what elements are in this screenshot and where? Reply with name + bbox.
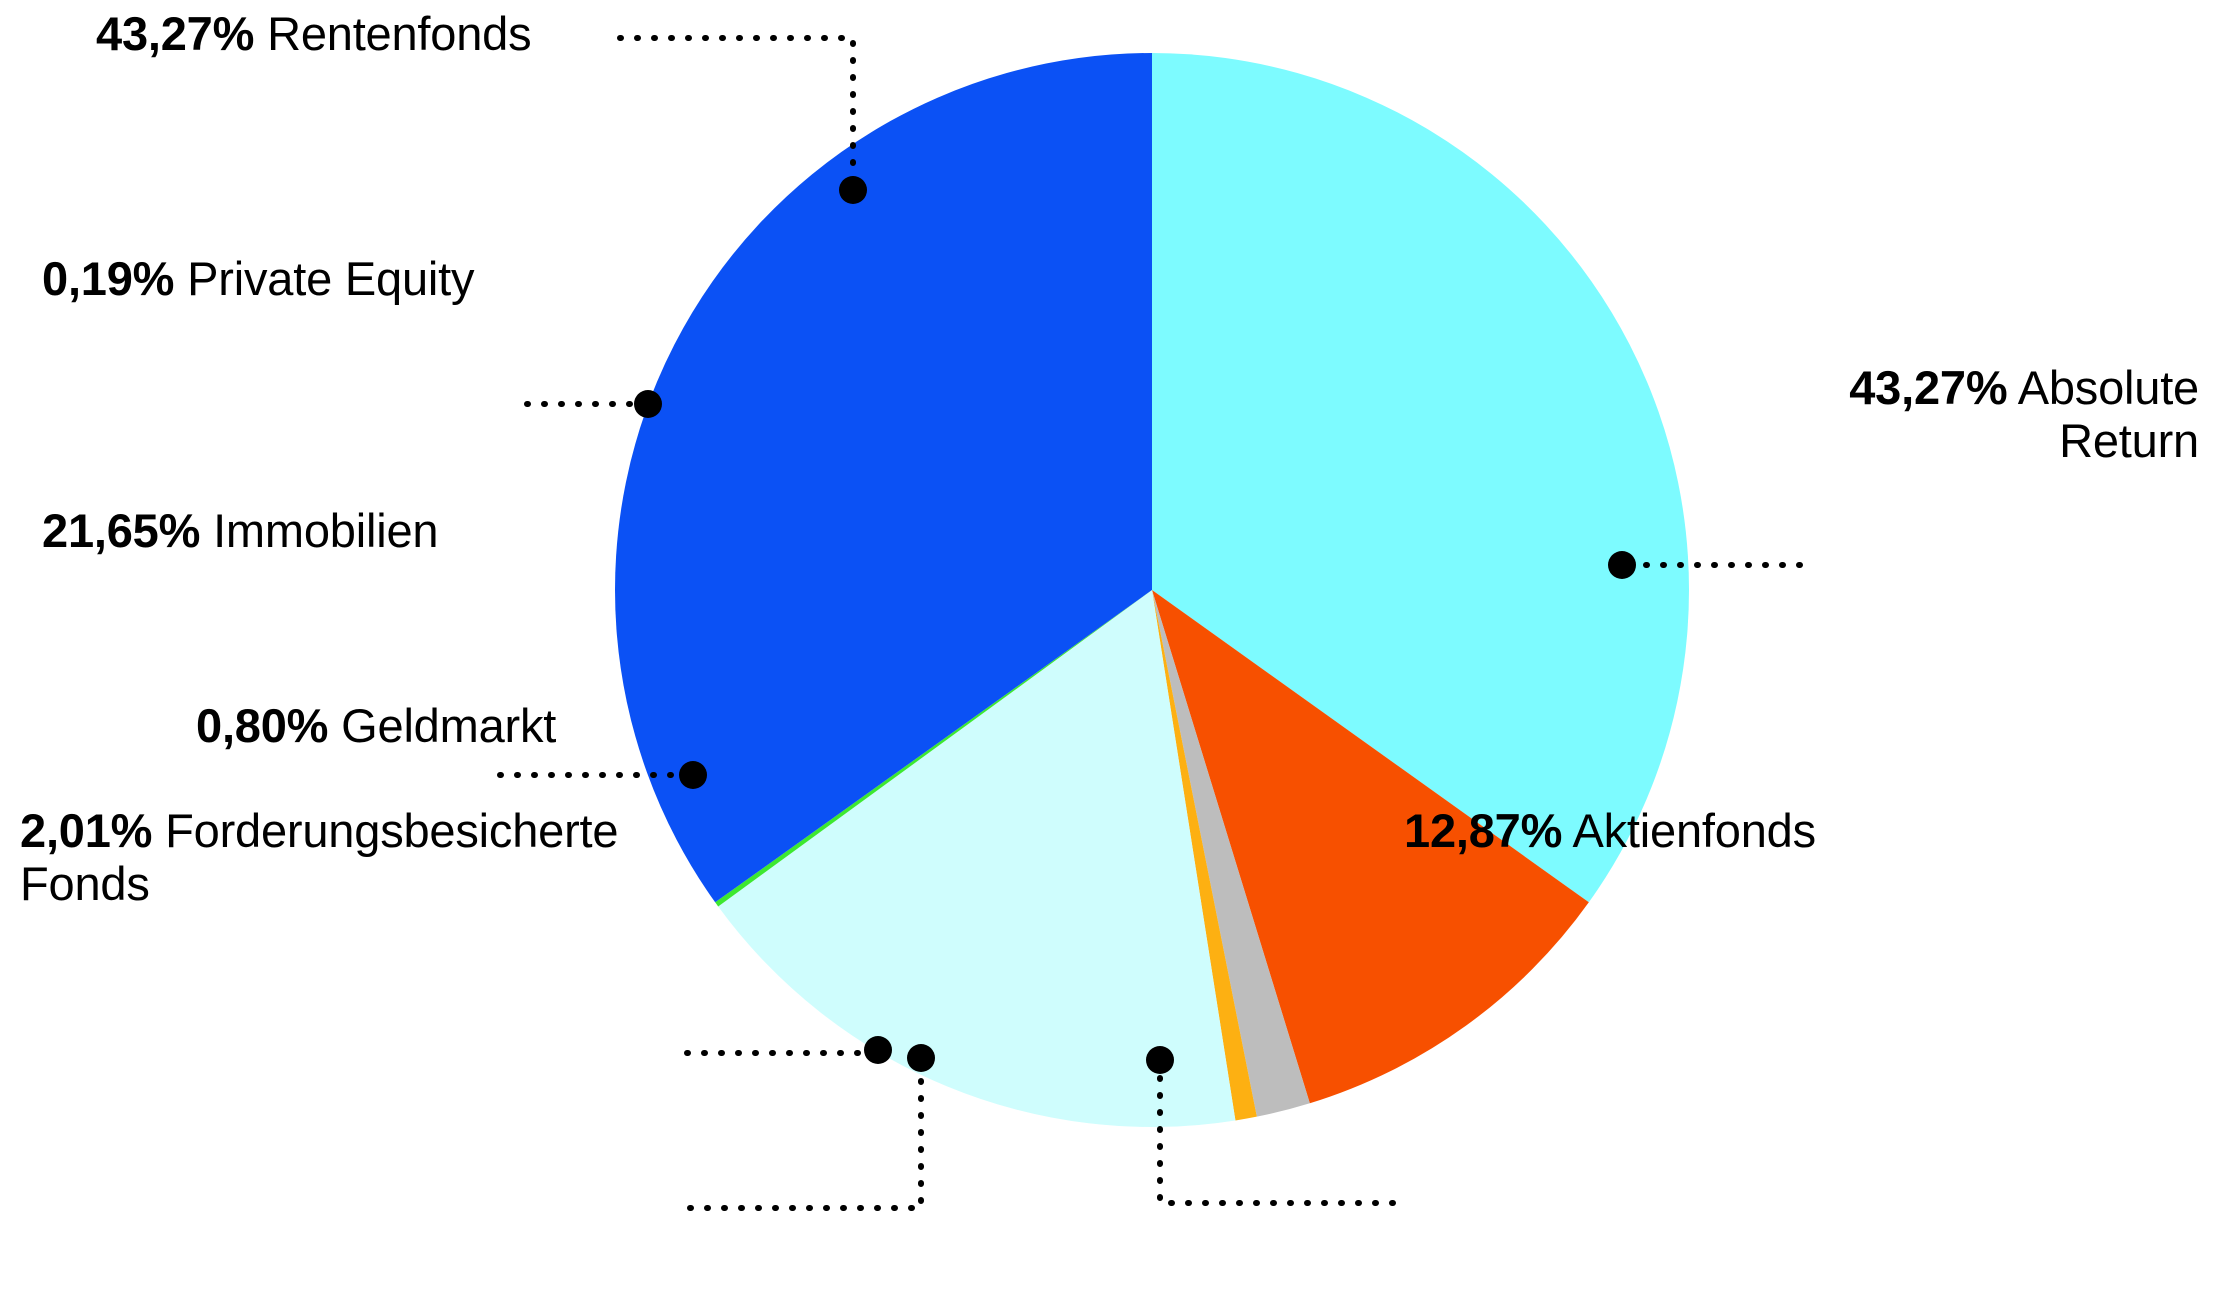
- leader-dot-absolute-return: [1608, 551, 1636, 579]
- leader-dot-immobilien: [679, 761, 707, 789]
- pie-slice-aktienfonds[interactable]: [1152, 590, 1589, 1104]
- slice-value-absolute-return: 43,27%: [1849, 361, 2008, 414]
- slice-label-aktienfonds: 12,87% Aktienfonds: [1404, 804, 1816, 858]
- leader-line-rentenfonds: [617, 35, 856, 193]
- pie-slice-geldmarkt[interactable]: [1152, 590, 1257, 1121]
- slice-name-absolute-return: Absolute Return: [2017, 361, 2200, 467]
- slice-value-immobilien: 21,65%: [42, 504, 201, 557]
- slice-value-rentenfonds: 43,27%: [96, 7, 255, 60]
- leader-dots-group: [634, 176, 1636, 1074]
- slice-label-geldmarkt: 0,80% Geldmarkt: [196, 699, 557, 753]
- slice-name-rentenfonds: Rentenfonds: [267, 7, 532, 60]
- slice-label-rentenfonds: 43,27% Rentenfonds: [96, 7, 532, 61]
- leader-dot-forderungsbesicherte-fonds: [907, 1044, 935, 1072]
- slice-value-private-equity: 0,19%: [42, 252, 175, 305]
- slice-value-aktienfonds: 12,87%: [1404, 804, 1563, 857]
- slice-value-geldmarkt: 0,80%: [196, 699, 329, 752]
- leader-line-forderungsbesicherte-fonds: [687, 1054, 924, 1211]
- slice-name-geldmarkt: Geldmarkt: [341, 699, 557, 752]
- pie-slice-rentenfonds[interactable]: [615, 53, 1152, 903]
- leader-dot-rentenfonds: [839, 176, 867, 204]
- leader-line-aktienfonds: [1157, 1059, 1396, 1206]
- slice-value-forderungsbesicherte-fonds: 2,01%: [20, 804, 153, 857]
- slice-label-absolute-return: 43,27% Absolute Return: [1819, 361, 2200, 467]
- pie-slice-forderungsbesicherte-fonds[interactable]: [1152, 590, 1310, 1117]
- leader-dot-geldmarkt: [864, 1036, 892, 1064]
- slice-name-forderungsbesicherte-fonds: Forderungsbesicherte Fonds: [20, 804, 619, 910]
- pie-slice-private-equity[interactable]: [715, 590, 1152, 907]
- pie-slice-absolute-return[interactable]: [1152, 53, 1689, 903]
- leader-dot-aktienfonds: [1146, 1046, 1174, 1074]
- slice-name-private-equity: Private Equity: [187, 252, 475, 305]
- pie-slice-immobilien[interactable]: [718, 590, 1236, 1128]
- slice-label-private-equity: 0,19% Private Equity: [42, 252, 475, 306]
- slice-name-immobilien: Immobilien: [213, 504, 439, 557]
- slice-name-aktienfonds: Aktienfonds: [1572, 804, 1816, 857]
- slice-label-immobilien: 21,65% Immobilien: [42, 504, 439, 558]
- leader-dot-private-equity: [634, 390, 662, 418]
- leader-lines-group: [497, 35, 1803, 1211]
- pie-slices-group: [615, 53, 1689, 1128]
- slice-label-forderungsbesicherte-fonds: 2,01% Forderungsbesicherte Fonds: [20, 804, 660, 910]
